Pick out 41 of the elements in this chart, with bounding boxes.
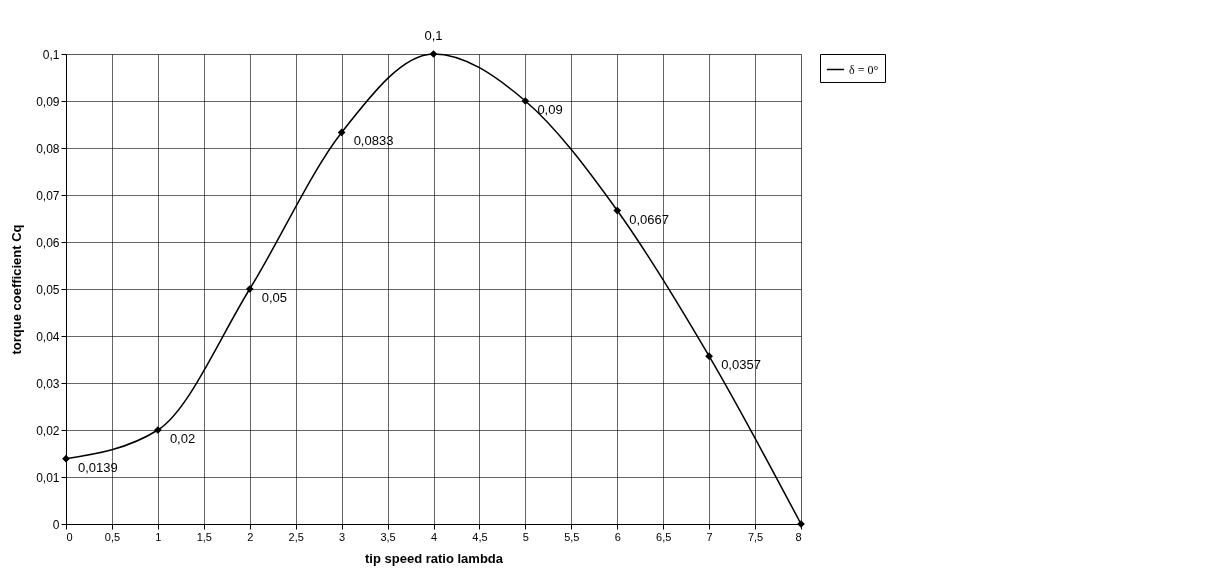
x-tick-label: 4,5 [472,530,488,543]
x-tick-label: 3 [339,530,346,543]
legend-label: δ = 0° [849,62,879,77]
x-tick-label: 1,5 [196,530,212,543]
data-label: 0,1 [424,28,443,43]
x-tick-label: 3,5 [380,530,396,543]
point [245,285,254,293]
x-tick-label: 4 [430,530,438,543]
y-tick-label: 0,08 [36,141,60,156]
x-tick-label: 5,5 [564,530,580,543]
y-tick-label: 0,02 [36,423,60,438]
y-tick-label: 0,07 [36,188,60,203]
y-tick-label: 0 [52,517,60,532]
data-label: 0,05 [261,290,288,305]
x-tick-label: 8 [795,530,802,543]
point [521,97,530,105]
y-tick-label: 0,09 [36,94,60,109]
x-tick-label: 2,5 [288,530,304,543]
point [62,454,70,463]
point [613,206,622,215]
x-tick-label: 0,5 [104,530,121,543]
point [705,352,713,361]
y-tick-label: 0,1 [42,47,60,62]
x-axis-title: tip speed ratio lambda [365,550,504,566]
point [429,50,438,58]
x-tick-label: 5 [522,530,529,543]
data-label: 0,09 [537,102,563,117]
x-tick-label: 7 [706,530,713,543]
y-tick-label: 0,05 [36,282,60,297]
x-tick-label: 1 [155,530,162,543]
y-axis-title: torque coefficient Cq [9,224,25,355]
y-tick-label: 0,03 [36,376,60,391]
y-tick-label: 0,04 [36,329,60,344]
x-tick-label: 2 [247,530,254,543]
x-tick-label: 6 [614,530,621,543]
data-label: 0,02 [169,431,196,446]
y-tick-label: 0,06 [36,235,60,250]
x-tick-label: 6,5 [656,530,672,543]
x-tick-label: 0 [66,530,73,543]
x-tick-label: 7,5 [747,530,764,543]
y-tick-label: 0,01 [36,470,60,485]
